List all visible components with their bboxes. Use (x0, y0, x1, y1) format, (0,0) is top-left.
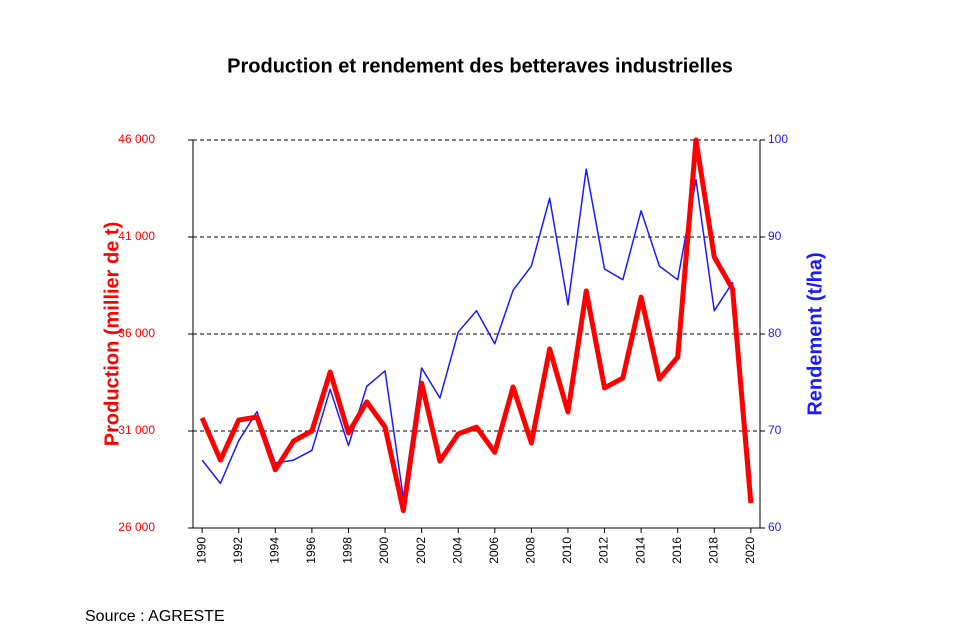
y2-tick-label: 100 (768, 132, 788, 146)
x-tick-label: 2014 (633, 537, 647, 564)
y-tick-label: 41 000 (118, 229, 155, 243)
x-tick-label: 2016 (670, 537, 684, 564)
y2-tick-label: 80 (768, 326, 782, 340)
x-tick-label: 2020 (743, 537, 757, 564)
series-line (201, 168, 752, 499)
y2-tick-label: 70 (768, 423, 782, 437)
chart-title: Production et rendement des betteraves i… (227, 55, 733, 77)
x-tick-label: 1998 (341, 537, 355, 564)
x-tick-label: 2018 (706, 537, 720, 564)
y2-tick-label: 60 (768, 520, 782, 534)
y-axis-title: Production (millier de t) (101, 222, 123, 446)
x-tick-label: 2002 (414, 537, 428, 564)
x-tick-label: 2012 (597, 537, 611, 564)
x-tick-label: 2006 (487, 537, 501, 564)
x-tick-label: 1994 (267, 537, 281, 564)
y2-axis-title: Rendement (t/ha) (804, 252, 826, 415)
series-line (199, 137, 754, 514)
y-tick-label: 36 000 (118, 326, 155, 340)
x-tick-label: 1996 (304, 537, 318, 564)
y2-tick-label: 90 (768, 229, 782, 243)
x-tick-label: 2004 (450, 537, 464, 564)
x-tick-label: 2008 (524, 537, 538, 564)
y-tick-label: 26 000 (118, 520, 155, 534)
y-tick-label: 46 000 (118, 132, 155, 146)
x-tick-label: 1990 (194, 537, 208, 564)
x-tick-label: 2000 (377, 537, 391, 564)
y-tick-label: 31 000 (118, 423, 155, 437)
source-note: Source : AGRESTE (85, 608, 225, 625)
x-tick-label: 2010 (560, 537, 574, 564)
x-tick-label: 1992 (231, 537, 245, 564)
